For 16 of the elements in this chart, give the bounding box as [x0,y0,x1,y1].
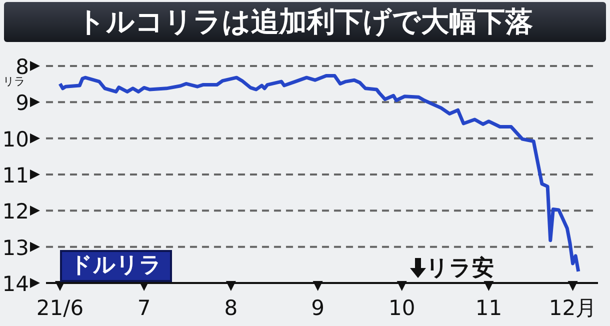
x-tick-label: 8 [224,296,238,320]
y-tick-label: 12 [2,200,29,224]
y-tick-label: 11 [2,164,29,188]
x-tick-label: 7 [137,296,151,320]
y-tick-label: 9 [16,91,29,116]
text: ドルリラ [60,250,172,282]
x-tick-label: 9 [311,296,324,320]
x-tick-label: 12月 [548,296,597,320]
chart-title: トルコリラは追加利下げで大幅下落 [4,2,606,42]
x-tick-label: 21/6 [36,296,84,320]
annotation: リラ安 [426,254,494,283]
y-tick-label: 10 [2,127,29,152]
x-tick-label: 11 [475,296,502,320]
x-tick-label: 10 [388,296,416,320]
y-tick-label: 14 [2,272,29,296]
y-tick-label: 13 [2,236,29,260]
